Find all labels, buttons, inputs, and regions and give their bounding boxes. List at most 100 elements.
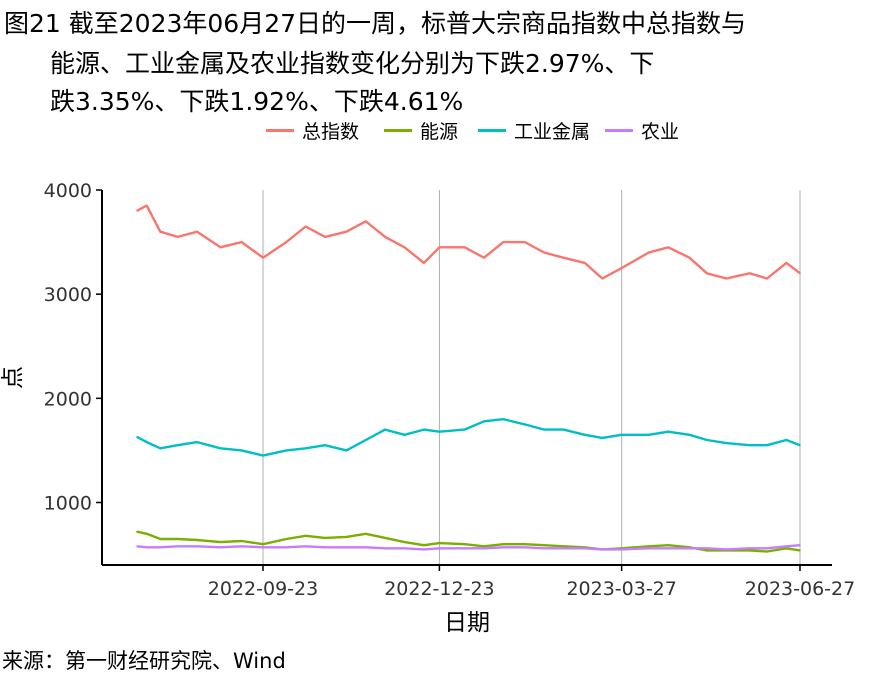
data-point [438, 246, 441, 249]
data-point [403, 246, 406, 249]
data-point [324, 236, 326, 238]
data-point [562, 428, 565, 431]
y-axis-title: 点 [0, 366, 26, 389]
data-point [304, 447, 307, 450]
data-point [159, 538, 162, 540]
legend-item: 工业金属 [478, 116, 590, 144]
data-point [438, 542, 441, 544]
data-point [543, 428, 545, 431]
data-point [785, 262, 788, 264]
data-point [584, 547, 586, 550]
data-point [196, 539, 198, 541]
data-point [799, 272, 801, 275]
data-point [345, 230, 348, 233]
data-point [304, 225, 307, 228]
title-line-1: 图21 截至2023年06月27日的一周，标普大宗商品指数中总指数与 [4, 9, 747, 38]
data-point [463, 543, 466, 545]
data-point [748, 444, 751, 447]
data-point [502, 546, 505, 549]
data-point [219, 541, 222, 543]
data-point [502, 418, 505, 420]
data-point [502, 543, 505, 545]
legend-label: 能源 [420, 120, 459, 143]
data-point [423, 548, 425, 551]
data-point [688, 256, 691, 259]
data-point [706, 272, 708, 275]
data-point [159, 447, 162, 450]
data-point [219, 246, 222, 249]
data-point [262, 546, 264, 549]
data-point [688, 433, 691, 436]
data-point [601, 277, 604, 280]
data-point [766, 547, 768, 550]
data-point [502, 241, 505, 243]
data-point [523, 423, 526, 426]
data-point [766, 277, 768, 280]
data-point [667, 544, 669, 547]
data-point [620, 267, 623, 269]
legend-item: 总指数 [266, 116, 359, 144]
data-point [176, 538, 179, 540]
data-point [240, 545, 243, 548]
data-point [285, 546, 288, 549]
legend-swatch [478, 128, 506, 132]
data-point [145, 204, 148, 207]
y-tick-label: 1000 [44, 493, 92, 515]
legend-item: 能源 [384, 116, 458, 144]
data-point [543, 251, 545, 254]
data-point [523, 546, 526, 549]
data-point [748, 549, 751, 552]
data-point [725, 548, 728, 551]
data-point [601, 548, 604, 551]
legend-swatch [384, 128, 412, 132]
data-point [384, 537, 386, 539]
data-point [403, 433, 406, 436]
data-point [483, 420, 485, 423]
y-tick-label: 3000 [44, 284, 92, 306]
data-point [667, 547, 669, 550]
data-point [423, 262, 425, 264]
data-point [799, 549, 801, 552]
y-tick-label: 2000 [44, 388, 92, 410]
y-tick-label: 4000 [44, 180, 92, 202]
data-point [384, 428, 386, 431]
data-point [384, 236, 386, 238]
data-point [799, 444, 801, 447]
data-point [463, 428, 466, 431]
data-point [438, 547, 441, 550]
data-point [364, 532, 367, 535]
data-point [196, 230, 198, 233]
legend-label: 总指数 [302, 120, 360, 143]
data-point [136, 545, 138, 548]
data-point [364, 439, 367, 441]
source-note: 来源：第一财经研究院、Wind [2, 649, 286, 673]
data-point [324, 546, 326, 549]
data-point [304, 545, 307, 548]
data-point [176, 236, 179, 238]
data-point [647, 545, 650, 548]
data-point [483, 547, 485, 550]
data-point [262, 256, 264, 259]
data-point [647, 433, 650, 436]
data-point [136, 210, 138, 212]
data-point [240, 241, 243, 243]
data-point [364, 220, 367, 223]
data-point [748, 547, 751, 550]
x-tick-label: 2023-06-27 [745, 578, 855, 600]
data-point [706, 549, 708, 552]
x-tick-label: 2023-03-27 [566, 578, 676, 600]
legend-swatch [266, 128, 294, 132]
data-point [159, 230, 162, 233]
data-point [285, 538, 288, 540]
data-point [725, 442, 728, 444]
data-point [706, 439, 708, 441]
data-point [136, 436, 138, 438]
data-point [423, 428, 425, 431]
data-point [667, 430, 669, 433]
data-point [345, 546, 348, 549]
data-point [463, 246, 466, 249]
data-point [647, 251, 650, 254]
data-point [136, 530, 138, 533]
series-line-2 [136, 418, 801, 457]
data-point [748, 272, 751, 275]
